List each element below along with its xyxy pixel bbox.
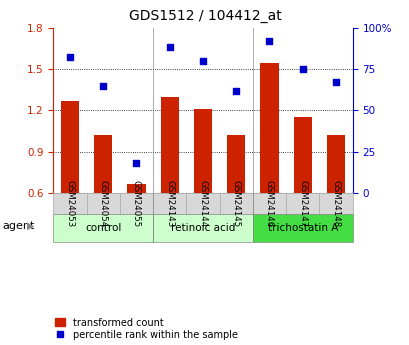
Bar (119, 193, 153, 214)
Text: GSM24054: GSM24054 (99, 180, 108, 227)
Bar (252, 214, 352, 242)
Text: retinoic acid: retinoic acid (170, 223, 235, 233)
Text: control: control (85, 223, 121, 233)
Point (133, 161, 139, 166)
Text: GSM24143: GSM24143 (165, 180, 174, 227)
Bar (127, 184, 145, 193)
Bar (252, 193, 285, 214)
Bar (285, 193, 319, 214)
Bar (219, 193, 252, 214)
Bar (227, 135, 245, 193)
Point (67, 55, 73, 60)
Point (265, 38, 272, 43)
Text: GSM24148: GSM24148 (330, 180, 339, 227)
Bar (53, 193, 86, 214)
Bar (186, 193, 219, 214)
Point (332, 79, 338, 85)
Text: GSM24146: GSM24146 (264, 180, 273, 227)
Text: GSM24147: GSM24147 (297, 180, 306, 227)
Bar (94, 135, 112, 193)
Text: GSM24053: GSM24053 (65, 180, 74, 227)
Text: GSM24055: GSM24055 (132, 180, 141, 227)
Bar (153, 193, 186, 214)
Text: GDS1512 / 104412_at: GDS1512 / 104412_at (128, 9, 281, 23)
Bar (319, 193, 352, 214)
Point (232, 88, 239, 93)
Point (100, 83, 106, 88)
Text: agent: agent (2, 221, 34, 231)
Text: trichostatin A: trichostatin A (267, 223, 337, 233)
Bar (61, 101, 79, 193)
Bar (53, 214, 153, 242)
Bar (160, 97, 178, 193)
Bar (293, 117, 311, 193)
Bar (86, 193, 119, 214)
Bar (193, 109, 211, 193)
Text: ▶: ▶ (27, 221, 34, 231)
Bar (260, 63, 278, 193)
Point (166, 45, 173, 50)
Text: GSM24144: GSM24144 (198, 180, 207, 227)
Point (299, 66, 305, 72)
Legend: transformed count, percentile rank within the sample: transformed count, percentile rank withi… (55, 318, 237, 340)
Point (199, 58, 206, 63)
Text: GSM24145: GSM24145 (231, 180, 240, 227)
Bar (326, 135, 344, 193)
Bar (153, 214, 252, 242)
